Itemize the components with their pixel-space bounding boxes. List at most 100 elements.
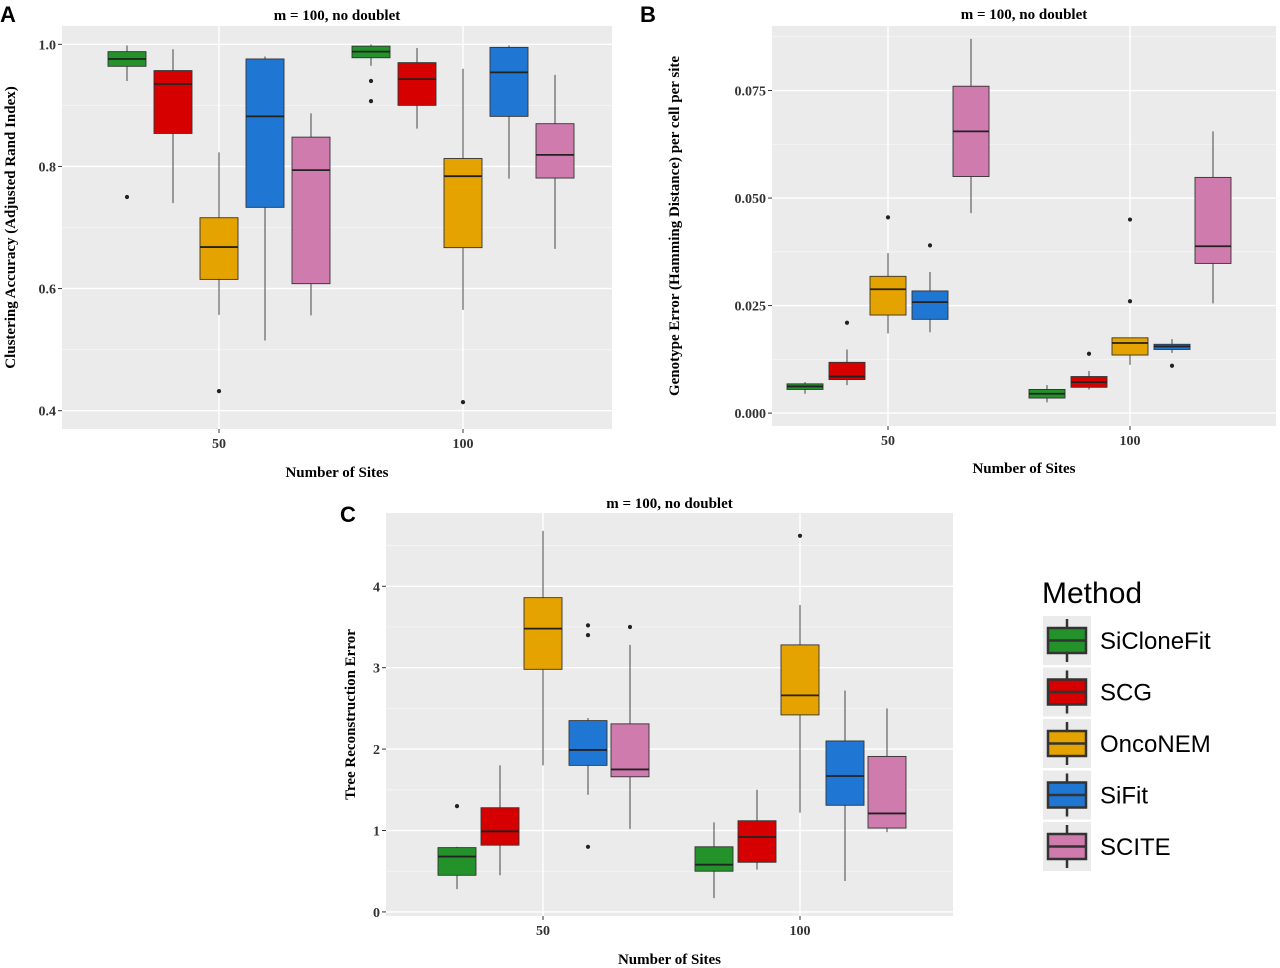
box-scg-50 — [828, 320, 866, 386]
y-axis-label: Clustering Accuracy (Adjusted Rand Index… — [3, 86, 19, 369]
legend-item-scite: SCITE — [1043, 822, 1171, 871]
x-axis-label: Number of Sites — [285, 465, 388, 481]
box-body — [610, 723, 650, 778]
box-scite-100 — [867, 708, 907, 833]
legend-title: Method — [1042, 577, 1142, 610]
outlier-point — [1127, 217, 1133, 222]
legend-item-sifit: SiFit — [1043, 770, 1148, 820]
box-onconem-50 — [869, 215, 907, 334]
box-scg-100 — [1070, 351, 1108, 390]
outlier-point — [368, 78, 374, 84]
x-tick-label: 50 — [212, 437, 226, 452]
box-sifit-100 — [489, 45, 529, 179]
x-tick-label: 50 — [881, 434, 895, 449]
box-body — [480, 807, 520, 846]
outlier-point — [585, 623, 591, 628]
box-body — [523, 597, 563, 670]
box-onconem-50 — [523, 530, 563, 766]
outlier-point — [454, 803, 460, 809]
outlier-point — [1086, 351, 1092, 356]
outlier-point — [124, 194, 130, 200]
outlier-point — [585, 844, 591, 849]
box-body — [694, 846, 734, 872]
box-scite-50 — [291, 113, 331, 316]
chart-panel-b: 0.000 0.025 0.050 0.075 50 100 B m = 100, no do… — [640, 2, 1276, 477]
legend-item-label: SiFit — [1100, 783, 1148, 810]
box-scite-50 — [952, 38, 990, 214]
box-body — [153, 70, 193, 134]
y-tick-label: 3 — [373, 662, 380, 677]
legend-item-label: OncoNEM — [1100, 731, 1211, 758]
panel-letter: B — [640, 2, 656, 27]
x-tick-label: 100 — [790, 924, 811, 939]
box-siclonefit-100 — [1028, 385, 1066, 403]
box-scg-50 — [480, 765, 520, 876]
box-body — [245, 58, 285, 208]
y-tick-label: 0.4 — [39, 405, 57, 420]
outlier-point — [1127, 299, 1133, 304]
box-body — [568, 720, 608, 766]
box-body — [1111, 337, 1149, 356]
outlier-point — [585, 633, 591, 638]
box-body — [867, 755, 907, 829]
box-onconem-100 — [443, 68, 483, 405]
box-siclonefit-100 — [351, 44, 391, 104]
x-axis-label: Number of Sites — [972, 461, 1075, 477]
outlier-point — [368, 99, 374, 104]
panel-letter: A — [0, 2, 16, 27]
box-body — [737, 820, 777, 863]
box-siclonefit-50 — [786, 382, 824, 394]
y-tick-label: 0.000 — [735, 407, 767, 422]
box-scite-50 — [610, 624, 650, 829]
box-sifit-100 — [1153, 339, 1191, 368]
chart-panel-c: 0 1 2 3 4 50 100 C m = 100, no doublet Number of … — [340, 496, 953, 968]
box-body — [911, 290, 949, 320]
legend-item-label: SCITE — [1100, 834, 1171, 861]
box-onconem-100 — [1111, 217, 1149, 365]
box-body — [489, 46, 529, 117]
box-body — [535, 123, 575, 179]
box-siclonefit-50 — [437, 803, 477, 890]
outlier-point — [460, 400, 466, 405]
box-siclonefit-100 — [694, 822, 734, 899]
chart-title: m = 100, no doublet — [606, 496, 732, 512]
box-siclonefit-50 — [107, 45, 147, 200]
outlier-point — [797, 533, 803, 538]
chart-panel-a: 0.4 0.6 0.8 1.0 50 100 A m = 100, no doublet Num… — [0, 2, 612, 481]
outlier-point — [216, 389, 222, 394]
box-body — [443, 158, 483, 249]
legend-item-onconem: OncoNEM — [1043, 719, 1211, 768]
panel-letter: C — [340, 502, 356, 527]
legend-item-siclonefit: SiCloneFit — [1043, 616, 1211, 665]
box-body — [869, 275, 907, 316]
x-tick-label: 50 — [536, 924, 550, 939]
x-tick-label: 100 — [1120, 434, 1141, 449]
legend-item-label: SiCloneFit — [1100, 628, 1211, 655]
chart-title: m = 100, no doublet — [274, 8, 400, 24]
outlier-point — [885, 215, 891, 220]
box-body — [1194, 176, 1232, 264]
box-sifit-100 — [825, 690, 865, 881]
outlier-point — [1169, 363, 1175, 368]
box-scg-100 — [737, 789, 777, 870]
legend-item-label: SCG — [1100, 680, 1152, 707]
box-sifit-50 — [911, 243, 949, 333]
box-scg-100 — [397, 47, 437, 129]
plot-background — [386, 513, 953, 916]
x-axis-label: Number of Sites — [618, 952, 721, 968]
y-tick-label: 4 — [373, 580, 380, 595]
y-tick-label: 0.025 — [735, 300, 767, 315]
y-tick-label: 0.6 — [39, 283, 57, 298]
box-body — [199, 217, 239, 280]
box-onconem-50 — [199, 152, 239, 394]
box-body — [828, 361, 866, 380]
box-sifit-50 — [568, 623, 608, 849]
y-tick-label: 2 — [373, 743, 380, 758]
y-tick-label: 0.8 — [39, 160, 57, 175]
outlier-point — [844, 320, 850, 325]
box-scite-100 — [535, 74, 575, 249]
box-body — [825, 740, 865, 806]
y-tick-label: 1 — [373, 825, 380, 840]
y-tick-label: 0.075 — [735, 85, 767, 100]
x-tick-label: 100 — [453, 437, 474, 452]
